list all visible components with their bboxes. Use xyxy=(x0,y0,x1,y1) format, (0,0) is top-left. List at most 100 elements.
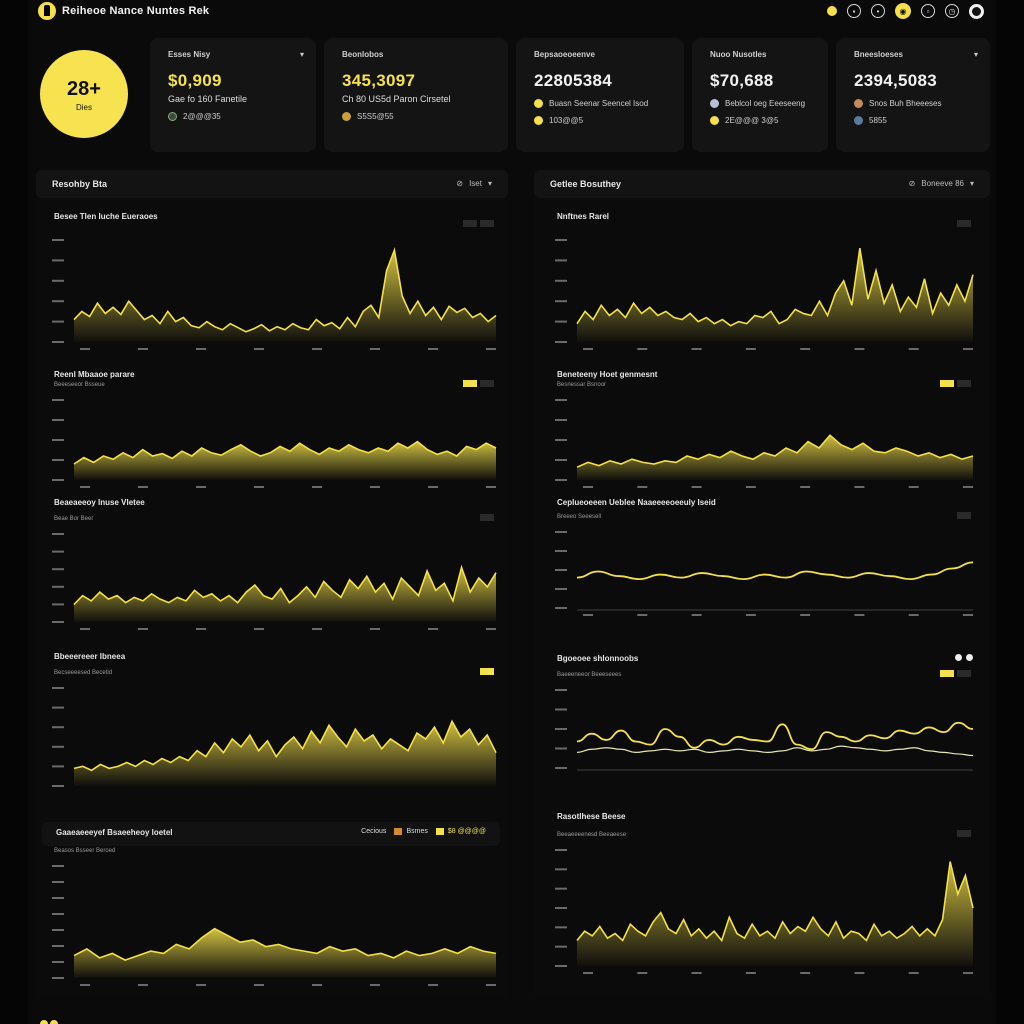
chart-c7: Beneteeny Hoet genmesnt Besnessar Bsnoor xyxy=(555,368,975,494)
lock-icon[interactable]: ▪ xyxy=(847,4,861,18)
chart-title: Nnftnes Rarel xyxy=(557,212,610,221)
y-tick-label xyxy=(52,913,64,915)
stat-value: 228­05384 xyxy=(534,71,613,90)
chart-plot[interactable] xyxy=(52,828,498,992)
y-tick-label xyxy=(555,550,567,552)
chart-subtitle: Beeeseeor Bsseue xyxy=(54,382,105,388)
y-tick-label xyxy=(555,279,567,282)
chart-plot[interactable] xyxy=(52,496,498,636)
chart-title: Reenl Mbaaoe parare xyxy=(54,370,135,379)
chart-plot[interactable] xyxy=(555,810,975,980)
x-tick-label xyxy=(486,628,496,630)
chart-range-buttons xyxy=(480,668,494,675)
chart-range-button[interactable] xyxy=(940,380,954,387)
chevron-down-icon[interactable]: ▾ xyxy=(973,50,978,59)
chevron-down-icon[interactable]: ▾ xyxy=(299,50,304,59)
chart-range-button[interactable] xyxy=(957,220,971,227)
settings-icon[interactable]: • xyxy=(871,4,885,18)
filter-icon[interactable]: ⊘ xyxy=(908,179,916,188)
y-tick-label xyxy=(52,568,64,571)
panel-controls[interactable]: ⊘ Boneeve 86 ▾ xyxy=(909,179,974,188)
series-area xyxy=(577,861,973,966)
y-tick-label xyxy=(555,439,567,441)
series-line xyxy=(73,440,497,465)
panel-control-label[interactable]: Iset xyxy=(469,179,482,188)
stat-footer: S5S5@55 xyxy=(357,112,394,121)
y-tick-label xyxy=(52,765,64,768)
x-tick-label xyxy=(486,486,496,488)
chart-plot[interactable] xyxy=(555,496,975,622)
chevron-down-icon[interactable]: ▾ xyxy=(969,179,974,188)
chart-c4: Bbeeereeer Ibneea Becseeeesed Becetid xyxy=(52,650,498,800)
chart-plot[interactable] xyxy=(52,210,498,356)
chart-range-button[interactable] xyxy=(480,668,494,675)
grid-icon[interactable]: ▫ xyxy=(921,4,935,18)
panel-control-label[interactable]: Boneeve 86 xyxy=(921,179,964,188)
chart-plot[interactable] xyxy=(52,368,498,494)
legend-item[interactable]: Cecious xyxy=(361,828,386,835)
stat-title: Beonlobos xyxy=(342,50,384,59)
y-tick-label xyxy=(555,728,567,730)
x-tick-label xyxy=(854,972,865,974)
clock-icon[interactable]: ◷ xyxy=(945,4,959,18)
x-tick-label xyxy=(800,972,811,974)
stat-card[interactable]: Beonlobos 345,3097 Ch 80 US5d Paron Cirs… xyxy=(324,38,508,152)
chart-range-button[interactable] xyxy=(480,220,494,227)
chart-range-button[interactable] xyxy=(957,830,971,837)
y-tick-label xyxy=(555,767,567,769)
chart-range-button[interactable] xyxy=(957,670,971,677)
y-tick-label xyxy=(52,745,64,748)
y-tick-label xyxy=(555,849,567,851)
app-title: Reiheoe Nance Nuntes Rek xyxy=(62,5,210,17)
stat-card[interactable]: Nuoo Nusotles $70,688 Beblcol oeg Eeesee… xyxy=(692,38,828,152)
y-tick-label xyxy=(52,687,64,689)
y-tick-label xyxy=(52,550,64,553)
stat-card[interactable]: Bneesloeses ▾ 2394,5083 Snos Buh Bheeese… xyxy=(836,38,990,152)
chart-subtitle: Beae Bor Beer xyxy=(54,516,94,522)
status-dot-icon xyxy=(710,99,719,108)
panel-controls[interactable]: ⊘ Iset ▾ xyxy=(456,179,492,188)
chart-range-button[interactable] xyxy=(463,220,477,227)
x-tick-label xyxy=(583,972,593,974)
chart-range-button[interactable] xyxy=(480,514,494,521)
chart-range-button[interactable] xyxy=(940,670,954,677)
legend-item[interactable]: $8 @@@@ xyxy=(435,828,486,835)
chart-plot[interactable] xyxy=(52,650,498,800)
chart-subtitle: Beasos Bsseer Beroed xyxy=(54,848,116,854)
filter-icon[interactable]: ⊘ xyxy=(456,179,464,188)
chart-plot[interactable] xyxy=(555,368,975,494)
x-tick-label xyxy=(854,486,865,488)
x-tick-label xyxy=(908,614,919,616)
x-tick-label xyxy=(254,486,264,488)
chart-range-button[interactable] xyxy=(957,380,971,387)
stat-card[interactable]: Esses Nisy ▾ $0,909 Gae fo 160 Fanetile … xyxy=(150,38,316,152)
dot-icon[interactable] xyxy=(955,654,962,661)
y-tick-label xyxy=(52,945,64,947)
x-tick-label xyxy=(80,486,90,488)
chevron-down-icon[interactable]: ▾ xyxy=(487,179,492,188)
pagination-dots[interactable] xyxy=(955,654,973,661)
legend-item[interactable]: Bsmes xyxy=(394,828,428,835)
chart-range-button[interactable] xyxy=(463,380,477,387)
x-tick-label xyxy=(800,486,811,488)
chart-c9: Bgoeoee shlonnoobs Baeeeneeor Beeeseees xyxy=(555,652,975,782)
bell-icon[interactable] xyxy=(827,6,837,16)
series-area xyxy=(74,567,496,622)
chart-plot[interactable] xyxy=(555,210,975,356)
series-area xyxy=(74,928,496,978)
count-badge[interactable]: 28+ Dies xyxy=(40,50,128,138)
stat-card[interactable]: Bepsaoeoeenve 228­05384 Buasn Seenar See… xyxy=(516,38,684,152)
chart-title: Besee Tlen Iuche Eueraoes xyxy=(54,212,158,221)
x-tick-label xyxy=(196,984,206,986)
chart-range-button[interactable] xyxy=(957,512,971,519)
x-tick-label xyxy=(854,614,865,616)
dot-icon[interactable] xyxy=(966,654,973,661)
y-tick-label xyxy=(555,588,567,590)
status-dot-icon xyxy=(534,116,543,125)
profile-icon[interactable]: ◉ xyxy=(895,3,911,19)
chart-plot[interactable] xyxy=(555,652,975,782)
series-line xyxy=(576,434,974,468)
power-icon[interactable] xyxy=(969,3,984,19)
chart-range-button[interactable] xyxy=(480,380,494,387)
x-tick-label xyxy=(963,486,973,488)
